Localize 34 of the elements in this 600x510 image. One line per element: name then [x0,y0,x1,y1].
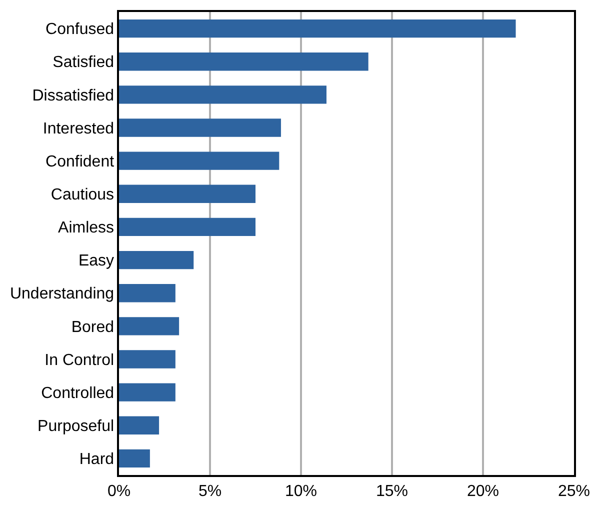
y-tick-label: Bored [71,318,114,336]
y-tick-label: Dissatisfied [32,87,114,104]
y-tick-label: Confused [46,21,114,38]
bar [119,86,326,104]
y-tick-label: Aimless [58,220,114,237]
y-tick-label: Confident [46,153,115,170]
bar [119,350,176,368]
x-tick-label: 20% [466,482,500,500]
y-tick-label: Easy [78,252,114,270]
y-tick-label: Controlled [41,384,114,402]
y-tick-label: Understanding [10,286,114,303]
y-tick-label: In Control [44,352,114,369]
y-tick-label: Purposeful [38,418,114,435]
bar [119,118,281,137]
x-tick-label: 10% [284,482,318,500]
x-tick-label: 0% [107,482,131,500]
y-tick-label: Hard [79,451,114,468]
bar [119,152,280,170]
bar [119,416,160,434]
x-tick-label: 5% [198,482,222,500]
bar [119,19,516,38]
bar [119,52,368,71]
bar [119,449,150,468]
y-tick-label: Interested [42,120,114,138]
bar [119,284,176,302]
bar [119,184,256,203]
bar [119,383,176,402]
bar [119,250,194,270]
x-tick-label: 15% [376,482,408,500]
y-tick-label: Satisfied [52,54,114,72]
x-tick-label: 25% [558,482,590,500]
bar [119,317,180,336]
bar [119,218,256,236]
y-tick-label: Cautious [50,186,114,204]
